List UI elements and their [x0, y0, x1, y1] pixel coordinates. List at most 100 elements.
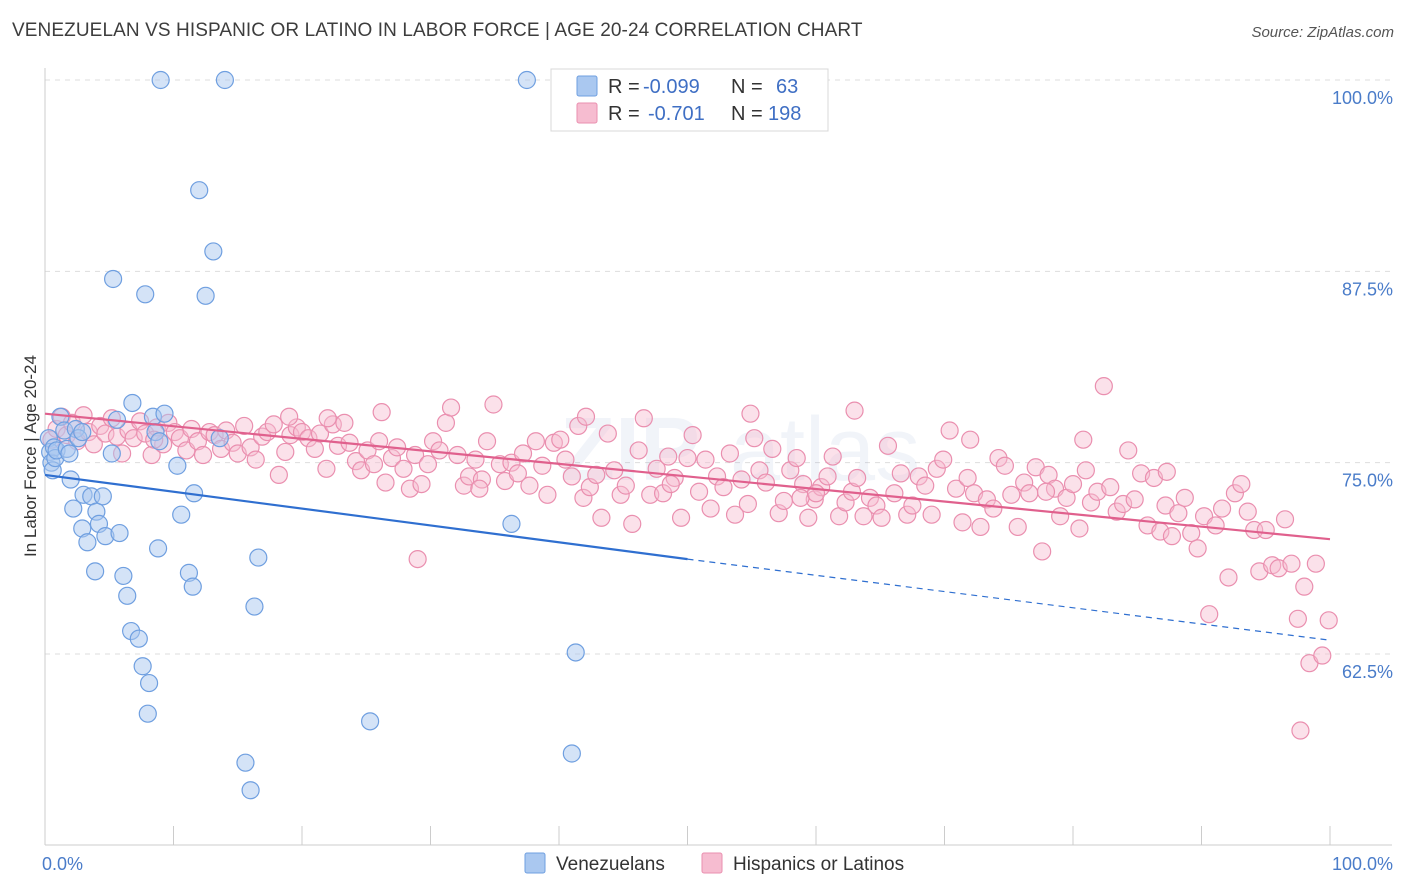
- venezuelan-point: [73, 422, 92, 442]
- venezuelan-point: [517, 70, 536, 90]
- axes: [44, 68, 1392, 846]
- venezuelan-point: [168, 456, 187, 475]
- venezuelan-point: [204, 242, 223, 261]
- hispanic-point: [1094, 377, 1113, 396]
- hispanic-point: [598, 424, 617, 443]
- hispanic-point: [526, 432, 545, 451]
- hispanic-point: [927, 459, 946, 478]
- hispanic-point: [335, 413, 354, 432]
- venezuelan-point: [139, 673, 159, 693]
- venezuelan-point: [172, 505, 191, 524]
- hispanic-point: [977, 490, 997, 509]
- hispanic-point: [1219, 568, 1238, 587]
- hispanic-point: [903, 496, 922, 515]
- venezuelan-point: [196, 286, 215, 305]
- hispanic-point: [1076, 461, 1095, 480]
- hispanic-point: [1200, 605, 1219, 624]
- venezuelan-point: [138, 704, 157, 723]
- venezuelan-trend-line: [44, 473, 688, 561]
- venezuelan-point: [110, 523, 129, 543]
- hispanic-point: [763, 439, 782, 458]
- hispanic-point: [436, 413, 456, 432]
- hispanic-point: [269, 465, 288, 485]
- hispanic-point: [689, 482, 709, 501]
- hispanic-point: [490, 455, 509, 474]
- hispanic-point: [408, 549, 427, 569]
- hispanic-point: [1070, 519, 1089, 538]
- bottom-legend-hispanics: Hispanics or Latinos: [733, 854, 904, 875]
- hispanic-point: [1157, 462, 1176, 481]
- hispanic-point: [1033, 542, 1052, 561]
- hispanic-point: [940, 421, 959, 440]
- hispanic-point: [845, 401, 864, 420]
- hispanic-point: [1119, 441, 1138, 460]
- hispanic-point: [934, 450, 953, 469]
- hispanic-point: [1313, 646, 1332, 665]
- hispanic-point: [142, 445, 161, 465]
- hispanic-point: [193, 445, 213, 465]
- hispanic-point: [732, 470, 751, 489]
- hispanic-point: [412, 474, 431, 494]
- hispanic-point: [1232, 474, 1251, 494]
- hispanic-point: [953, 513, 972, 532]
- hispanic-point: [909, 467, 928, 486]
- venezuelan-point: [104, 269, 123, 289]
- hispanic-point: [1206, 516, 1225, 535]
- hispanic-point: [1175, 488, 1194, 507]
- venezuelan-point: [151, 70, 170, 90]
- hispanic-point: [1074, 430, 1093, 449]
- y-tick-label: 75.0%: [1342, 471, 1393, 491]
- hispanic-point: [1162, 527, 1182, 546]
- legend-r-label-1: R =: [608, 76, 640, 98]
- hispanic-point: [592, 508, 611, 527]
- hispanic-point: [818, 467, 837, 486]
- hispanic-point: [1282, 554, 1301, 573]
- venezuelan-point: [361, 712, 380, 731]
- legend-n-label-1: N =: [731, 76, 763, 98]
- hispanic-point: [872, 508, 891, 527]
- hispanic-point: [466, 450, 485, 469]
- venezuelan-point: [183, 577, 202, 596]
- hispanic-point: [984, 499, 1003, 518]
- hispanic-point: [1275, 510, 1295, 529]
- hispanic-point: [1015, 473, 1034, 492]
- hispanic-point: [1169, 504, 1188, 523]
- venezuelan-point: [86, 562, 105, 581]
- hispanic-point: [574, 488, 593, 507]
- venezuelan-point: [118, 586, 137, 605]
- hispanic-point: [1036, 482, 1056, 501]
- venezuelan-point: [155, 404, 174, 423]
- venezuelan-point: [566, 643, 585, 662]
- bottom-legend-swatch-venezuelans: [524, 852, 546, 874]
- hispanic-point: [629, 441, 648, 460]
- hispanic-point: [280, 407, 299, 426]
- hispanic-point: [745, 429, 764, 448]
- hispanic-point: [513, 444, 533, 463]
- hispanic-point: [569, 416, 588, 436]
- series-hispanics-points: [42, 377, 1338, 740]
- hispanic-point: [671, 508, 691, 527]
- hispanic-point: [1212, 499, 1232, 518]
- hispanic-point: [823, 447, 842, 466]
- hispanic-point: [958, 468, 977, 488]
- hispanic-point: [364, 455, 384, 474]
- venezuelan-point: [78, 533, 97, 552]
- hispanic-point: [508, 464, 527, 483]
- hispanic-point: [551, 430, 570, 449]
- hispanic-point: [1238, 502, 1257, 521]
- series-venezuelans-points: [39, 70, 585, 800]
- hispanic-point: [423, 432, 443, 451]
- hispanic-point: [317, 459, 336, 478]
- hispanic-point: [477, 432, 497, 451]
- hispanic-point: [725, 505, 745, 524]
- y-tick-labels: 100.0% 87.5% 75.0% 62.5%: [1332, 88, 1393, 682]
- hispanic-point: [891, 464, 910, 483]
- hispanic-point: [961, 430, 980, 449]
- hispanic-point: [454, 476, 474, 495]
- hispanic-point: [611, 485, 630, 504]
- hispanic-point: [124, 429, 143, 448]
- venezuelan-point: [123, 393, 142, 413]
- hispanic-point: [634, 409, 653, 428]
- venezuelan-point: [93, 487, 112, 506]
